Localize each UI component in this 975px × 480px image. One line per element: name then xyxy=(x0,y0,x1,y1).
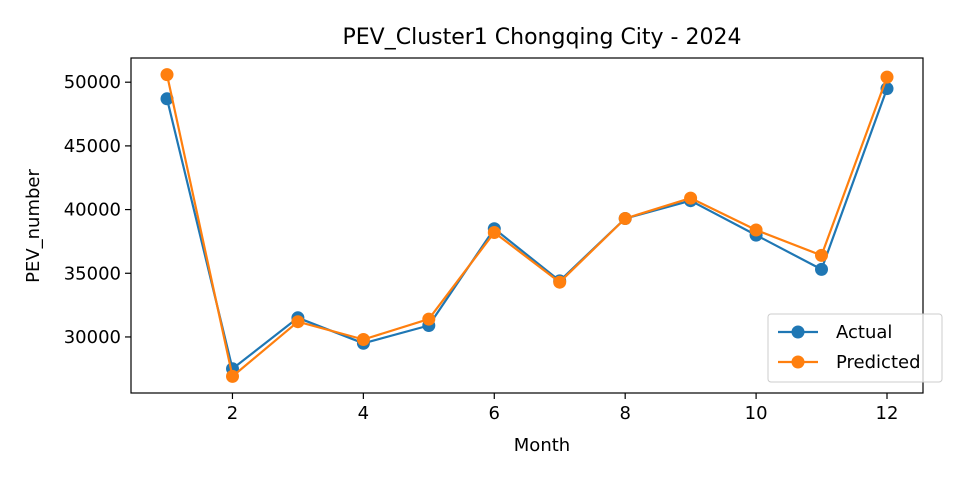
point-predicted-6 xyxy=(487,226,501,239)
x-tick-label: 6 xyxy=(489,403,500,424)
point-predicted-12 xyxy=(880,70,894,84)
y-tick-label: 40000 xyxy=(64,200,121,221)
chart-title: PEV_Cluster1 Chongqing City - 2024 xyxy=(343,25,742,50)
y-tick-label: 35000 xyxy=(64,263,121,284)
point-predicted-10 xyxy=(749,223,763,237)
point-predicted-4 xyxy=(356,333,370,346)
y-axis-label: PEV_number xyxy=(23,169,44,283)
x-tick-label: 2 xyxy=(227,403,238,424)
x-axis-label: Month xyxy=(514,435,570,456)
x-tick-label: 12 xyxy=(876,403,899,424)
y-tick-label: 45000 xyxy=(64,136,121,157)
point-actual-11 xyxy=(815,262,828,276)
x-tick-label: 8 xyxy=(619,403,630,424)
x-axis-ticks: 2 4 6 8 10 12 xyxy=(227,393,899,424)
point-predicted-7 xyxy=(553,275,567,289)
point-predicted-2 xyxy=(226,369,239,383)
point-predicted-9 xyxy=(684,191,698,205)
point-predicted-5 xyxy=(422,312,436,326)
legend-marker-actual xyxy=(791,325,805,339)
legend: Actual Predicted xyxy=(767,313,943,383)
legend-marker-predicted xyxy=(791,355,805,369)
legend-label-actual: Actual xyxy=(836,322,892,343)
series-line-actual xyxy=(165,88,889,370)
point-predicted-11 xyxy=(815,248,828,262)
point-predicted-8 xyxy=(618,212,632,225)
y-tick-label: 30000 xyxy=(64,327,121,348)
series-layer xyxy=(160,68,894,383)
point-predicted-3 xyxy=(291,315,305,329)
point-predicted-1 xyxy=(160,68,174,82)
point-actual-1 xyxy=(160,92,174,106)
x-tick-label: 4 xyxy=(358,403,369,424)
plot-area: 2 4 6 8 10 12 30000 35000 40000 45000 50000 xyxy=(64,57,924,424)
plot-frame xyxy=(130,57,924,394)
y-tick-label: 50000 xyxy=(64,72,121,93)
x-tick-label: 10 xyxy=(745,403,768,424)
series-line-predicted xyxy=(165,74,889,378)
y-axis-ticks: 30000 35000 40000 45000 50000 xyxy=(64,72,131,348)
legend-label-predicted: Predicted xyxy=(836,352,921,373)
